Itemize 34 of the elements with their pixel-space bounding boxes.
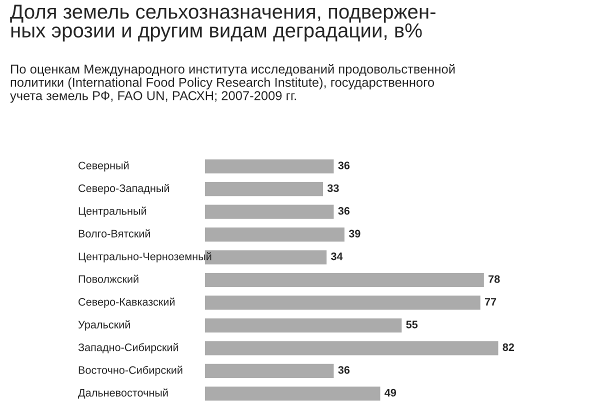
- bar: [205, 386, 380, 401]
- y-tick-label: Западно-Сибирский: [78, 343, 178, 354]
- bar: [205, 296, 480, 310]
- y-tick-label: Волго-Вятский: [78, 229, 150, 238]
- chart-subtitle: По оценкам Международного института исследований продовольственной политики (International Food Policy Research Institute), государственного учета земель РФ, FAO UN, РАСХН; 2007-2009 гг.: [10, 64, 455, 103]
- bar: [205, 204, 334, 219]
- y-tick-label: Северо-Западный: [78, 184, 170, 194]
- bar: [205, 182, 324, 196]
- y-tick-label: Центральный: [78, 206, 146, 217]
- y-tick-label: Поволжский: [78, 274, 138, 283]
- y-tick-label: Северный: [78, 161, 129, 172]
- bar: [205, 364, 334, 378]
- data-label: 77: [484, 298, 496, 306]
- chart-title: Доля земель сельхозназначения, подвержен- ных эрозии и другим видам деградации, в%: [10, 4, 436, 42]
- bar: [205, 228, 344, 242]
- y-tick-label: Восточно-Сибирский: [78, 366, 182, 376]
- data-label: 36: [338, 162, 350, 170]
- bar: [205, 318, 402, 332]
- bar: [205, 272, 484, 288]
- data-label: 49: [384, 388, 396, 397]
- data-label: 36: [338, 366, 350, 374]
- y-tick-label: Северо-Кавказский: [78, 298, 174, 308]
- y-tick-label: Дальневосточный: [78, 388, 168, 399]
- data-label: 36: [338, 207, 350, 215]
- data-label: 55: [406, 320, 418, 328]
- bar: [205, 159, 334, 174]
- y-tick-label: Уральский: [78, 320, 130, 331]
- data-label: 78: [488, 275, 500, 283]
- data-label: 39: [348, 230, 360, 238]
- data-label: 34: [331, 252, 343, 260]
- bar: [205, 341, 498, 356]
- data-label: 82: [502, 343, 514, 352]
- y-tick-label: Центрально-Черноземный: [78, 252, 212, 262]
- data-label: 33: [327, 184, 339, 192]
